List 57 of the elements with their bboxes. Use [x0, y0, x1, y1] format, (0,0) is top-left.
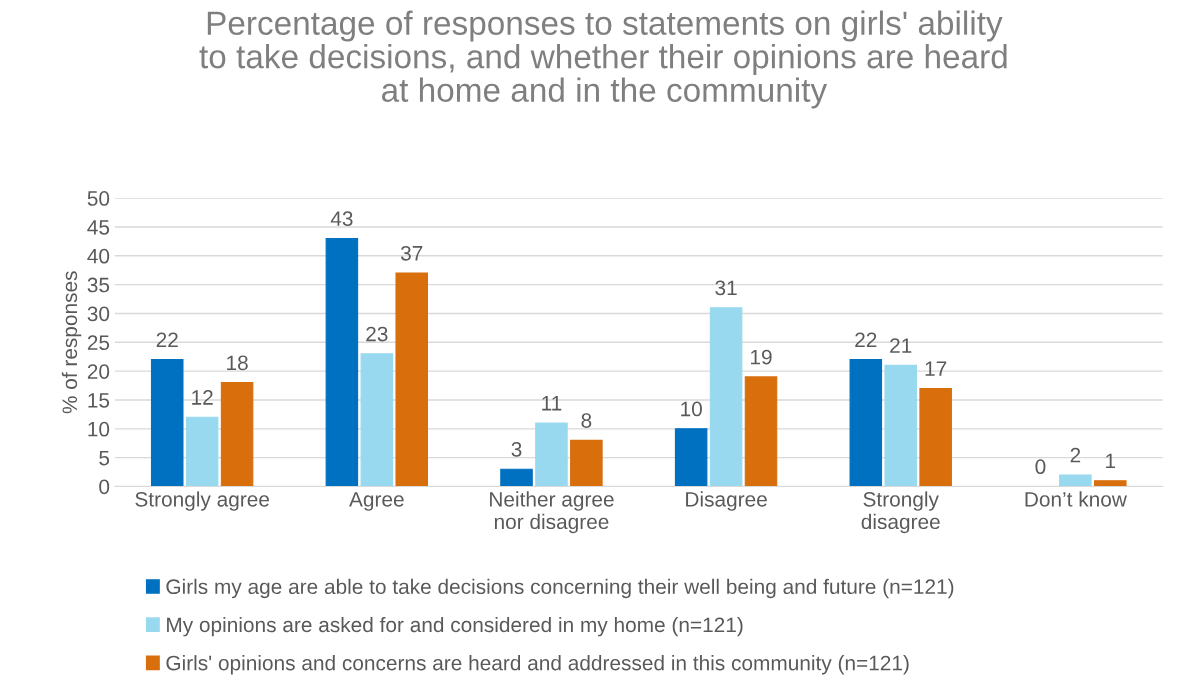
y-tick-label: 0 — [99, 479, 110, 495]
y-tick-label: 10 — [88, 421, 110, 437]
bar — [884, 364, 918, 487]
x-tick-label: Disagree — [686, 491, 767, 511]
data-label: 1 — [1106, 453, 1116, 469]
data-label: 31 — [715, 280, 737, 296]
data-label: 37 — [400, 245, 423, 261]
y-axis-title: % of responses — [61, 271, 82, 414]
y-tick-label: 40 — [87, 248, 110, 264]
data-label: 17 — [925, 361, 947, 376]
y-tick-label: 30 — [87, 306, 110, 322]
data-label: 43 — [330, 211, 353, 227]
x-tick-label: Strongly agree — [135, 491, 269, 511]
x-tick-label: Neither agree nor disagree — [490, 491, 614, 534]
legend-label: Girls my age are able to take decisions concerning their well being and future (n=121) — [166, 578, 954, 599]
y-tick-label: 25 — [87, 335, 110, 351]
bar — [360, 353, 394, 487]
bar — [395, 272, 429, 487]
data-label: 8 — [581, 413, 592, 428]
bar — [500, 468, 533, 487]
x-tick-label: Agree — [349, 492, 404, 511]
bar — [1094, 480, 1127, 487]
data-label: 22 — [855, 332, 877, 347]
data-label: 3 — [511, 441, 522, 457]
y-tick-label: 20 — [87, 364, 110, 379]
y-tick-label: 50 — [87, 191, 110, 206]
legend-label: My opinions are asked for and considered in my home (n=121) — [167, 616, 743, 637]
data-label: 21 — [890, 338, 912, 353]
data-label: 22 — [156, 332, 178, 347]
bar — [570, 439, 603, 487]
data-label: 11 — [542, 396, 562, 411]
bar — [535, 422, 568, 487]
data-label: 10 — [681, 401, 702, 417]
legend-label: Girls' opinions and concerns are heard and addressed in this community (n=121) — [166, 655, 909, 675]
bar — [1059, 474, 1092, 487]
bar — [744, 376, 778, 487]
data-label: 2 — [1070, 447, 1081, 463]
bar — [674, 428, 708, 487]
bar — [849, 359, 883, 487]
y-tick-label: 35 — [87, 277, 110, 293]
bar — [150, 359, 184, 487]
y-tick-label: 5 — [99, 450, 110, 466]
bar — [220, 382, 254, 487]
data-label: 18 — [227, 355, 248, 371]
chart-title: Percentage of responses to statements on girls' ability to take decisions, and whether their opinions are heard at home and in the community — [199, 10, 1007, 109]
data-label: 23 — [366, 326, 388, 342]
bar — [709, 307, 743, 487]
x-tick-label: Strongly disagree — [861, 491, 940, 534]
data-label: 19 — [751, 349, 772, 365]
bar — [325, 237, 359, 487]
data-label: 0 — [1035, 459, 1046, 475]
y-tick-label: 15 — [88, 393, 110, 408]
y-tick-label: 45 — [87, 220, 110, 235]
bar — [919, 387, 952, 487]
x-tick-label: Don’t know — [1025, 491, 1127, 507]
data-label: 12 — [192, 390, 213, 405]
bar — [185, 416, 219, 487]
